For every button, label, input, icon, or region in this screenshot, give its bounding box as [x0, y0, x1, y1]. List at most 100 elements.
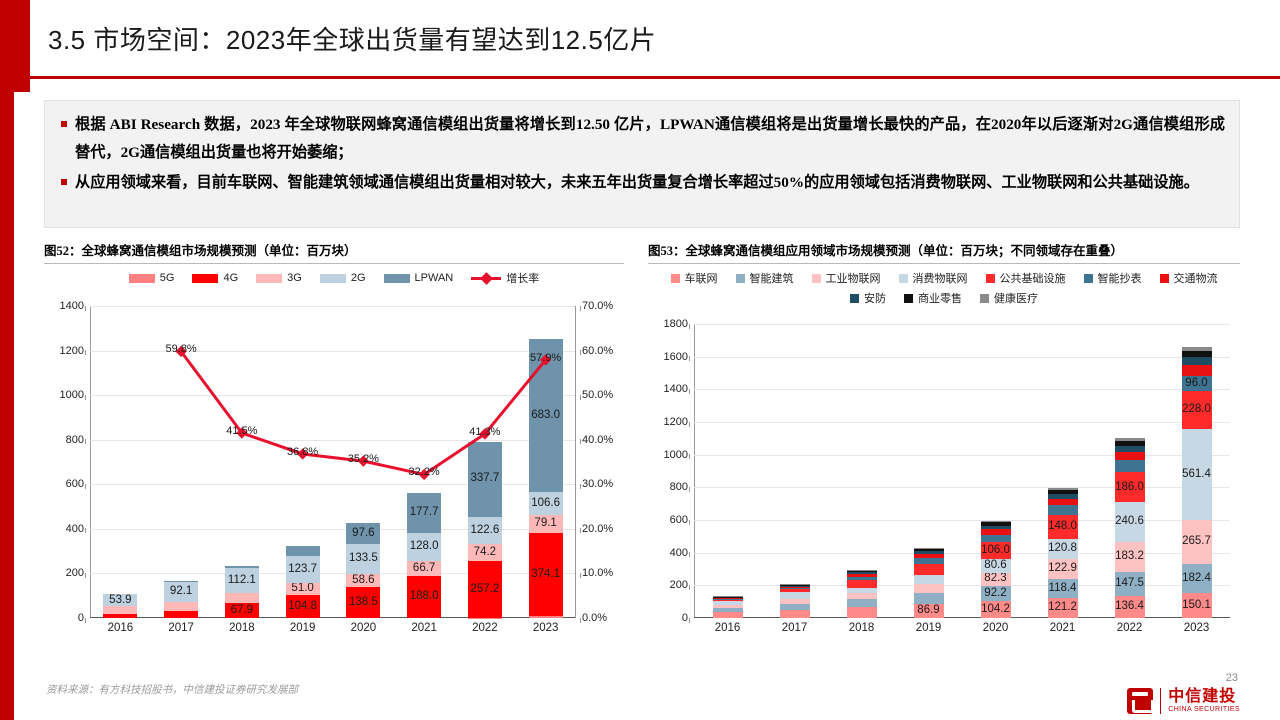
y-tick-mark	[689, 388, 690, 394]
bar-value-label: 53.9	[109, 593, 132, 606]
legend-swatch-icon	[904, 293, 913, 303]
bar-segment-4G	[164, 610, 199, 618]
legend-swatch-icon	[670, 273, 680, 283]
bar-column-2020[interactable]: 138.5 58.6 133.5 97.6	[333, 306, 394, 618]
bar-column-2019[interactable]: 86.9	[895, 324, 962, 618]
x-tick-label: 2018	[848, 622, 875, 634]
legend-item-公共基础设施[interactable]: 公共基础设施	[985, 270, 1066, 286]
bar-value-label: 683.0	[531, 408, 561, 421]
legend-item-2G[interactable]: 2G	[319, 270, 366, 286]
bar-column-2017[interactable]: 92.1	[151, 306, 212, 618]
y-tick-label: 600	[669, 514, 688, 526]
gridline	[694, 487, 1230, 489]
y-tick-label: 400	[65, 522, 84, 535]
bar-column-2020[interactable]: 104.2 92.2 82.3 80.6 106.0	[962, 324, 1029, 618]
x-tick-label: 2023	[1183, 622, 1210, 634]
bar-column-2019[interactable]: 104.8 51.0 123.7	[272, 306, 333, 618]
company-logo: 中信建投 CHINA SECURITIES	[1127, 688, 1240, 714]
bar-segment-车联网: 150.1	[1181, 593, 1212, 618]
bar-segment-安防	[1047, 494, 1078, 499]
bar-segment-4G: 138.5	[346, 587, 381, 618]
bar-segment-智能抄表	[846, 576, 877, 581]
legend-item-工业物联网[interactable]: 工业物联网	[811, 270, 881, 286]
bar-segment-交通物流	[913, 554, 944, 559]
bar-segment-智能抄表	[980, 534, 1011, 543]
bar-stack: 188.0 66.7 128.0 177.7	[407, 493, 442, 618]
bar-column-2021[interactable]: 121.2 118.4 122.9 120.8 148.0	[1029, 324, 1096, 618]
y-tick-label: 1600	[663, 350, 688, 363]
bar-segment-工业物联网	[712, 605, 743, 609]
bar-value-label: 86.9	[917, 604, 940, 617]
bar-value-label: 80.6	[984, 559, 1007, 572]
y2-tick-label: 0.0%	[582, 612, 608, 624]
bar-segment-健康医疗	[980, 520, 1011, 523]
bar-segment-2G: 112.1	[224, 568, 259, 594]
legend-item-增长率[interactable]: 增长率	[471, 270, 539, 286]
bar-segment-3G	[103, 606, 138, 615]
legend-item-LPWAN[interactable]: LPWAN	[383, 270, 453, 286]
bar-stack: 67.9 112.1	[224, 565, 259, 618]
bar-segment-LPWAN	[164, 581, 199, 582]
bar-segment-智能建筑	[779, 603, 810, 610]
y2-tick-label: 30.0%	[582, 478, 614, 491]
bar-segment-交通物流	[1114, 451, 1145, 461]
bar-column-2017[interactable]	[761, 324, 828, 618]
legend-item-智能建筑[interactable]: 智能建筑	[735, 270, 794, 286]
legend-item-智能抄表[interactable]: 智能抄表	[1083, 270, 1142, 286]
legend-item-车联网[interactable]: 车联网	[670, 270, 718, 286]
bar-segment-交通物流	[980, 529, 1011, 535]
gridline	[694, 454, 1230, 456]
legend-swatch-icon	[128, 273, 155, 283]
bar-value-label: 104.8	[288, 599, 318, 612]
x-axis-labels-fig53: 2016 2017 2018 2019 2020 2021 2022 2023	[694, 622, 1230, 634]
bar-value-label: 265.7	[1182, 535, 1211, 548]
legend-item-4G[interactable]: 4G	[192, 270, 238, 286]
bar-segment-5G	[528, 616, 563, 618]
bar-segment-安防	[712, 597, 743, 598]
y-tick-mark	[85, 572, 86, 578]
growth-rate-label: 35.2%	[347, 453, 379, 466]
y-tick-mark	[689, 552, 690, 558]
legend-item-健康医疗[interactable]: 健康医疗	[980, 290, 1038, 306]
bar-segment-健康医疗	[1047, 487, 1078, 491]
bar-value-label: 82.3	[984, 572, 1007, 585]
legend-item-消费物联网[interactable]: 消费物联网	[898, 270, 968, 286]
legend-item-3G[interactable]: 3G	[256, 270, 302, 286]
bar-column-2022[interactable]: 257.2 74.2 122.6 337.7	[455, 306, 516, 618]
growth-rate-label: 36.8%	[287, 445, 319, 458]
bar-value-label: 118.4	[1048, 581, 1077, 594]
legend-item-商业零售[interactable]: 商业零售	[904, 290, 962, 306]
bar-segment-车联网	[779, 609, 810, 618]
bar-segment-工业物联网	[913, 583, 944, 593]
bar-segment-2G: 128.0	[407, 532, 442, 562]
bar-column-2016[interactable]	[694, 324, 761, 618]
secondary-y-axis	[575, 306, 576, 618]
figure-52-caption: 图52：全球蜂窝通信模组市场规模预测（单位：百万块）	[44, 240, 624, 264]
bar-column-2023[interactable]: 150.1 182.4 265.7 561.4 228.0 96.0	[1163, 324, 1230, 618]
bar-value-label: 228.0	[1182, 403, 1211, 416]
legend-item-交通物流[interactable]: 交通物流	[1159, 270, 1218, 286]
y-tick-mark	[85, 617, 86, 623]
gridline	[694, 552, 1230, 554]
y-tick-mark	[689, 421, 690, 427]
bar-column-2018[interactable]: 67.9 112.1	[212, 306, 273, 618]
bar-column-2018[interactable]	[828, 324, 895, 618]
bar-segment-车联网	[712, 612, 743, 618]
bar-segment-车联网: 104.2	[980, 600, 1011, 618]
legend-label: 4G	[223, 272, 239, 284]
bar-column-2016[interactable]: 53.9	[90, 306, 151, 618]
legend-item-安防[interactable]: 安防	[850, 290, 886, 306]
bar-segment-消费物联网: 240.6	[1114, 502, 1145, 542]
y-tick-mark	[85, 528, 86, 534]
y-tick-label: 800	[65, 433, 84, 446]
y2-tick-mark	[580, 439, 581, 445]
legend-item-5G[interactable]: 5G	[128, 270, 174, 286]
bar-segment-健康医疗	[846, 570, 877, 571]
legend-label: 2G	[350, 272, 366, 284]
bar-column-2022[interactable]: 136.4 147.5 183.2 240.6 186.0	[1096, 324, 1163, 618]
bar-segment-4G	[103, 614, 138, 618]
bar-segment-商业零售	[1047, 490, 1078, 495]
legend-label: 安防	[864, 293, 886, 305]
bar-column-2021[interactable]: 188.0 66.7 128.0 177.7	[394, 306, 455, 618]
